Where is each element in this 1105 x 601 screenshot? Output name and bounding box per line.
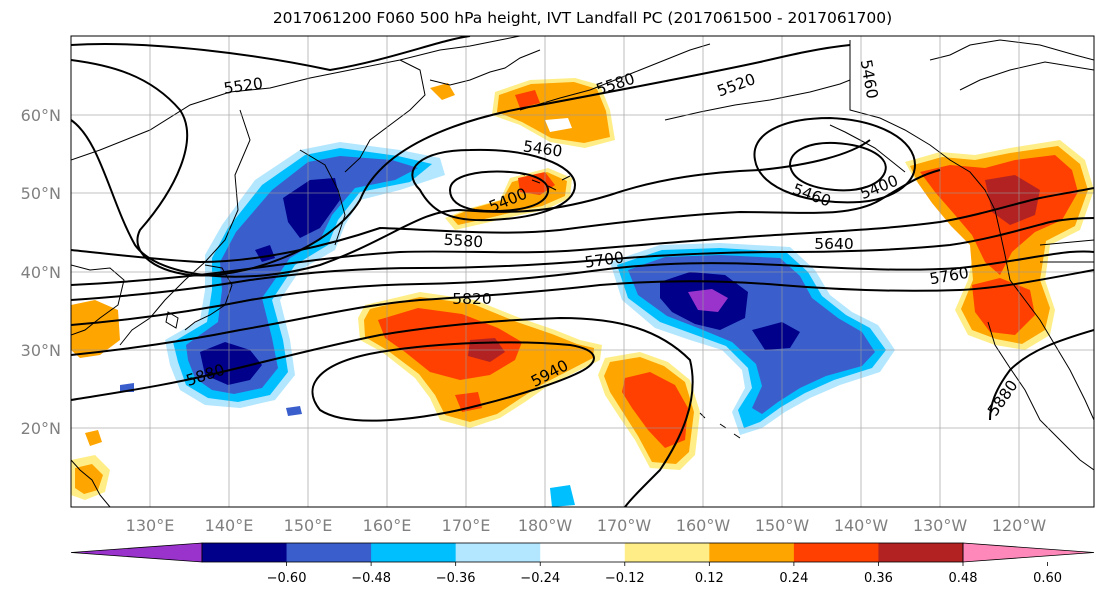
contour-label-5520-west: 5520 <box>223 74 265 97</box>
colorbar-outline <box>201 542 964 563</box>
lat-label: 30°N <box>21 341 61 360</box>
colorbar-bin <box>455 543 541 562</box>
colorbar-tick-label: 0.36 <box>864 571 893 586</box>
colorbar-tick-label: −0.24 <box>520 571 560 586</box>
colorbar-tick-label: 0.24 <box>779 571 808 586</box>
lon-label: 130°W <box>913 516 968 535</box>
colorbar-bin <box>793 543 879 562</box>
positive-anomaly-central-pacific <box>358 292 700 470</box>
lon-label: 150°E <box>284 516 333 535</box>
lon-label: 180°W <box>518 516 573 535</box>
colorbar-bin <box>202 543 288 562</box>
colorbar: −0.60 −0.48 −0.36 −0.24 −0.12 0.12 0.24 0.36 0.4… <box>70 542 1095 586</box>
colorbar-tick-label: 0.12 <box>695 571 724 586</box>
colorbar-segments <box>70 542 1095 563</box>
colorbar-tick-label: 0.48 <box>949 571 978 586</box>
colorbar-bin <box>371 543 457 562</box>
longitude-labels: 130°E 140°E 150°E 160°E 170°E 180°W 170°… <box>126 516 1047 535</box>
contour-label-5640: 5640 <box>814 235 853 253</box>
map-frame <box>70 35 1095 508</box>
height-contours <box>71 36 1094 507</box>
contour-label-5820: 5820 <box>452 290 491 308</box>
positive-anomaly-west-coast <box>905 140 1094 350</box>
contour-label-5700: 5700 <box>584 248 626 271</box>
lon-label: 140°E <box>205 516 254 535</box>
small-anomaly-patches <box>71 83 575 507</box>
colorbar-tick-label: 0.60 <box>1033 571 1062 586</box>
lon-label: 120°W <box>992 516 1047 535</box>
colorbar-bin <box>709 543 795 562</box>
map-title: 2017061200 F060 500 hPa height, IVT Land… <box>272 9 893 27</box>
colorbar-tick-label: −0.48 <box>351 571 391 586</box>
colorbar-bin <box>878 543 964 562</box>
colorbar-tick-label: −0.60 <box>267 571 307 586</box>
lon-label: 160°E <box>363 516 412 535</box>
lat-label: 20°N <box>21 419 61 438</box>
colorbar-bin <box>624 543 710 562</box>
colorbar-extend-max <box>962 542 1095 563</box>
lon-label: 140°W <box>834 516 889 535</box>
lon-label: 160°W <box>676 516 731 535</box>
lon-label: 170°E <box>442 516 491 535</box>
colorbar-tick-label: −0.36 <box>436 571 476 586</box>
lat-label: 50°N <box>21 184 61 203</box>
colorbar-extend-min <box>70 542 203 563</box>
contour-label-5460-aleutian: 5460 <box>522 137 564 160</box>
lat-label: 60°N <box>21 106 61 125</box>
lon-label: 170°W <box>597 516 652 535</box>
colorbar-ticks: −0.60 −0.48 −0.36 −0.24 −0.12 0.12 0.24 0.36 0.4… <box>267 562 1062 586</box>
lon-label: 130°E <box>126 516 175 535</box>
colorbar-tick-label: −0.12 <box>605 571 645 586</box>
negative-anomaly-central-pacific <box>610 243 895 435</box>
lat-label: 40°N <box>21 263 61 282</box>
latitude-labels: 20°N 30°N 40°N 50°N 60°N <box>21 106 61 438</box>
colorbar-bin <box>540 543 626 562</box>
contour-label-5580-central: 5580 <box>443 231 484 252</box>
lon-label: 150°W <box>755 516 810 535</box>
colorbar-bin <box>286 543 372 562</box>
